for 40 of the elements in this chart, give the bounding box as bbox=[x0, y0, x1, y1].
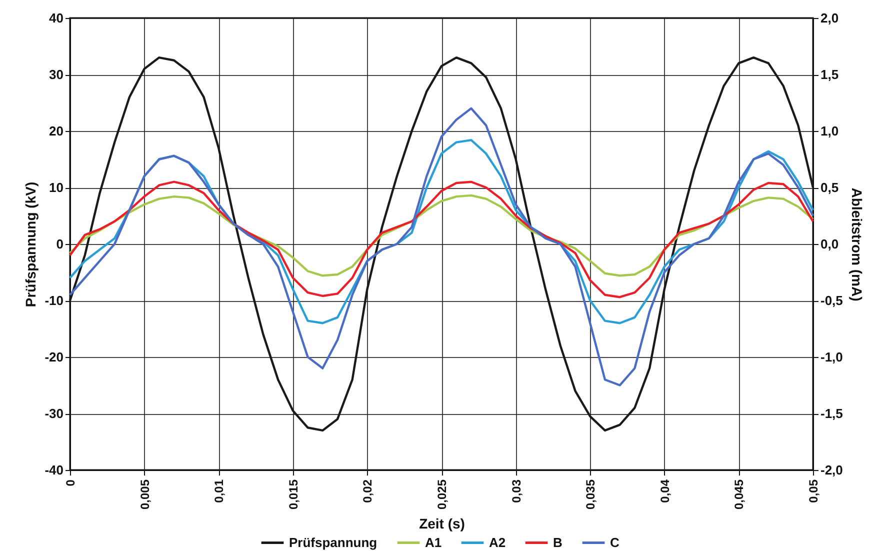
y-tick-label: -10 bbox=[44, 293, 64, 308]
line-series bbox=[68, 107, 814, 386]
y-tick-label: 30 bbox=[49, 67, 64, 82]
x-tick-label: 0,005 bbox=[138, 479, 152, 510]
y2-tick-label: -0,5 bbox=[820, 293, 843, 308]
y2-tick-label: 2,0 bbox=[820, 10, 839, 26]
legend-label: A1 bbox=[425, 534, 442, 550]
x-tick-label: 0,03 bbox=[509, 479, 524, 503]
x-tick-label: 0,015 bbox=[286, 479, 300, 510]
y2-tick-label: -1,0 bbox=[820, 350, 843, 364]
x-tick-label: 0,045 bbox=[732, 479, 746, 510]
y2-tick-label: 0,5 bbox=[820, 180, 839, 195]
y-tick-label: -20 bbox=[44, 350, 64, 364]
y-tick-label: 0 bbox=[56, 236, 64, 252]
y2-tick-label: 1,0 bbox=[820, 124, 839, 138]
y-tick-label: 20 bbox=[49, 124, 64, 138]
legend-label: Prüfspannung bbox=[289, 534, 378, 550]
x-tick-label: 0,025 bbox=[435, 479, 449, 510]
x-tick-label: 0,01 bbox=[212, 479, 226, 503]
y-tick-label: -40 bbox=[44, 462, 64, 478]
x-axis-title: Zeit (s) bbox=[419, 516, 465, 532]
y2-tick-label: 0,0 bbox=[820, 236, 839, 252]
x-tick-label: 0,035 bbox=[584, 479, 598, 510]
y2-tick-label: 1,5 bbox=[820, 67, 839, 82]
legend-label: A2 bbox=[489, 534, 506, 550]
y2-axis-title: Ableitstrom (mA) bbox=[848, 188, 865, 302]
x-tick-label: 0 bbox=[64, 479, 78, 486]
x-tick-label: 0,05 bbox=[806, 479, 820, 503]
y2-tick-label: -1,5 bbox=[820, 406, 843, 421]
legend-label: C bbox=[610, 534, 620, 550]
y-axis-title: Prüfspannung (kV) bbox=[22, 182, 39, 308]
legend-label: B bbox=[553, 534, 562, 550]
x-tick-label: 0,02 bbox=[360, 479, 375, 503]
y2-tick-label: -2,0 bbox=[820, 462, 843, 478]
line-series bbox=[68, 194, 814, 277]
y-tick-label: 10 bbox=[49, 180, 64, 195]
x-tick-label: 0,04 bbox=[658, 479, 672, 503]
y-tick-label: -30 bbox=[44, 406, 64, 421]
y-tick-label: 40 bbox=[49, 10, 64, 26]
line-series bbox=[68, 180, 814, 298]
